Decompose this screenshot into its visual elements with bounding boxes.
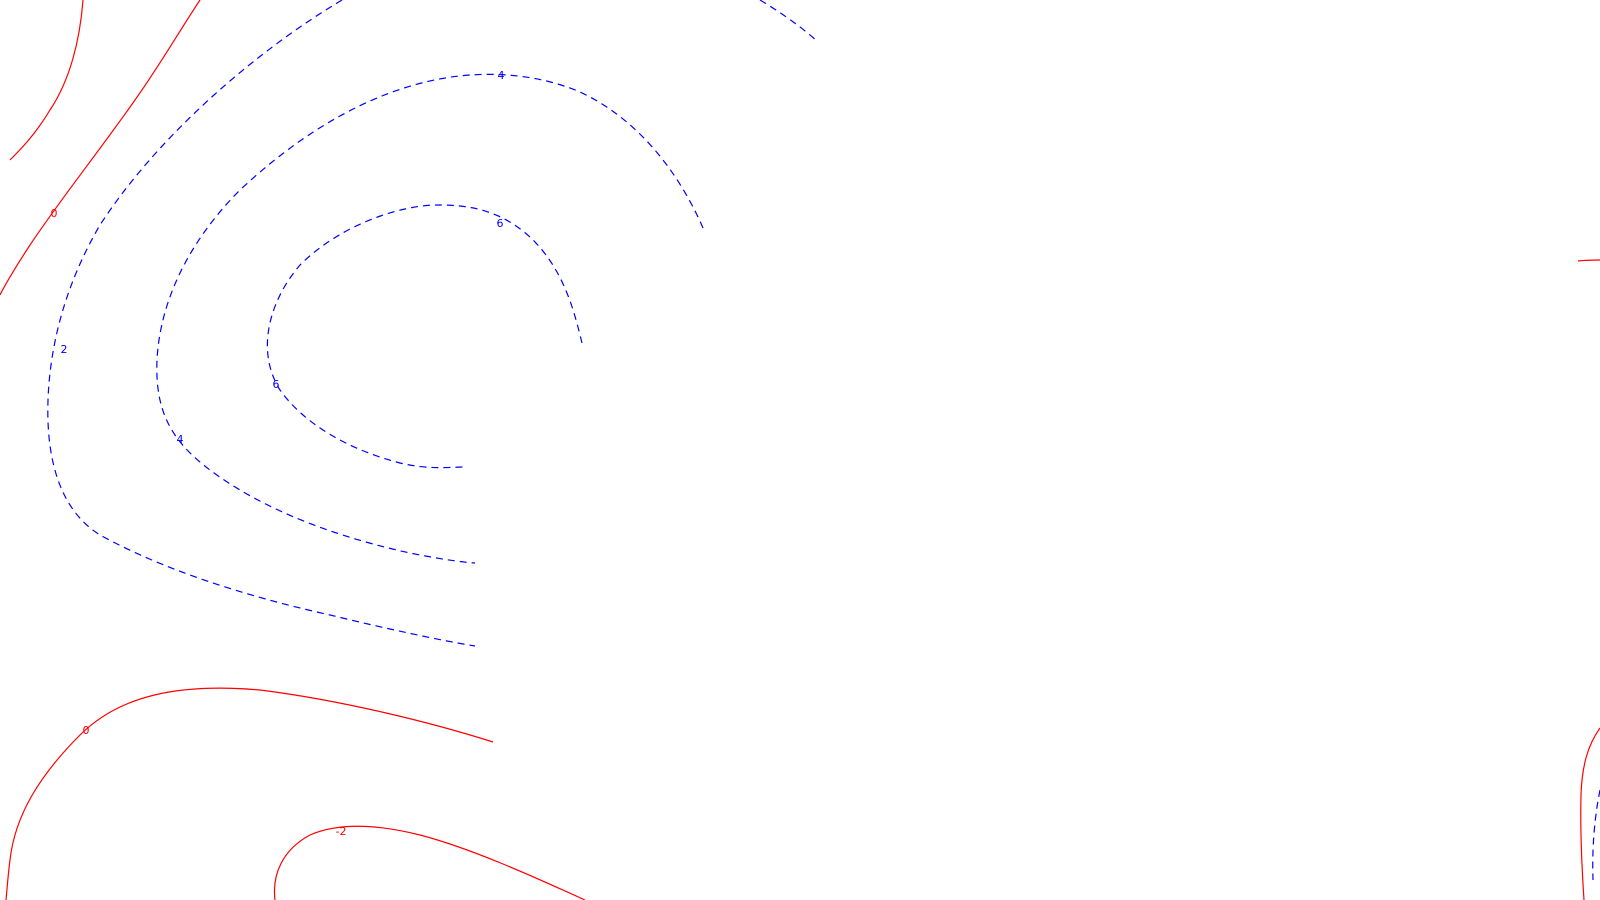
contour-label: -2	[336, 825, 347, 838]
contour-line-0-bottom	[5, 687, 494, 900]
contour-label: 4	[177, 433, 184, 446]
contour-line-0-right	[1577, 259, 1600, 262]
contour-line-2	[47, 0, 476, 647]
contour-label: 0	[83, 724, 90, 737]
contour-label: 2	[61, 343, 68, 356]
contour-line-6	[266, 204, 583, 469]
contour-label: 0	[51, 207, 58, 220]
contour-line-0-diagonal	[0, 0, 201, 296]
contour-line-neg2	[273, 825, 586, 900]
contour-line-0-bottomright	[1580, 727, 1600, 900]
contour-line-4	[156, 73, 704, 564]
contour-line-2-topright	[759, 0, 819, 43]
contour-label: 4	[498, 69, 505, 82]
contour-line-0-topleft	[9, 0, 84, 161]
contour-line-2-bottomright	[1592, 789, 1600, 881]
contour-label: 6	[497, 217, 504, 230]
contour-label: 6	[273, 378, 280, 391]
